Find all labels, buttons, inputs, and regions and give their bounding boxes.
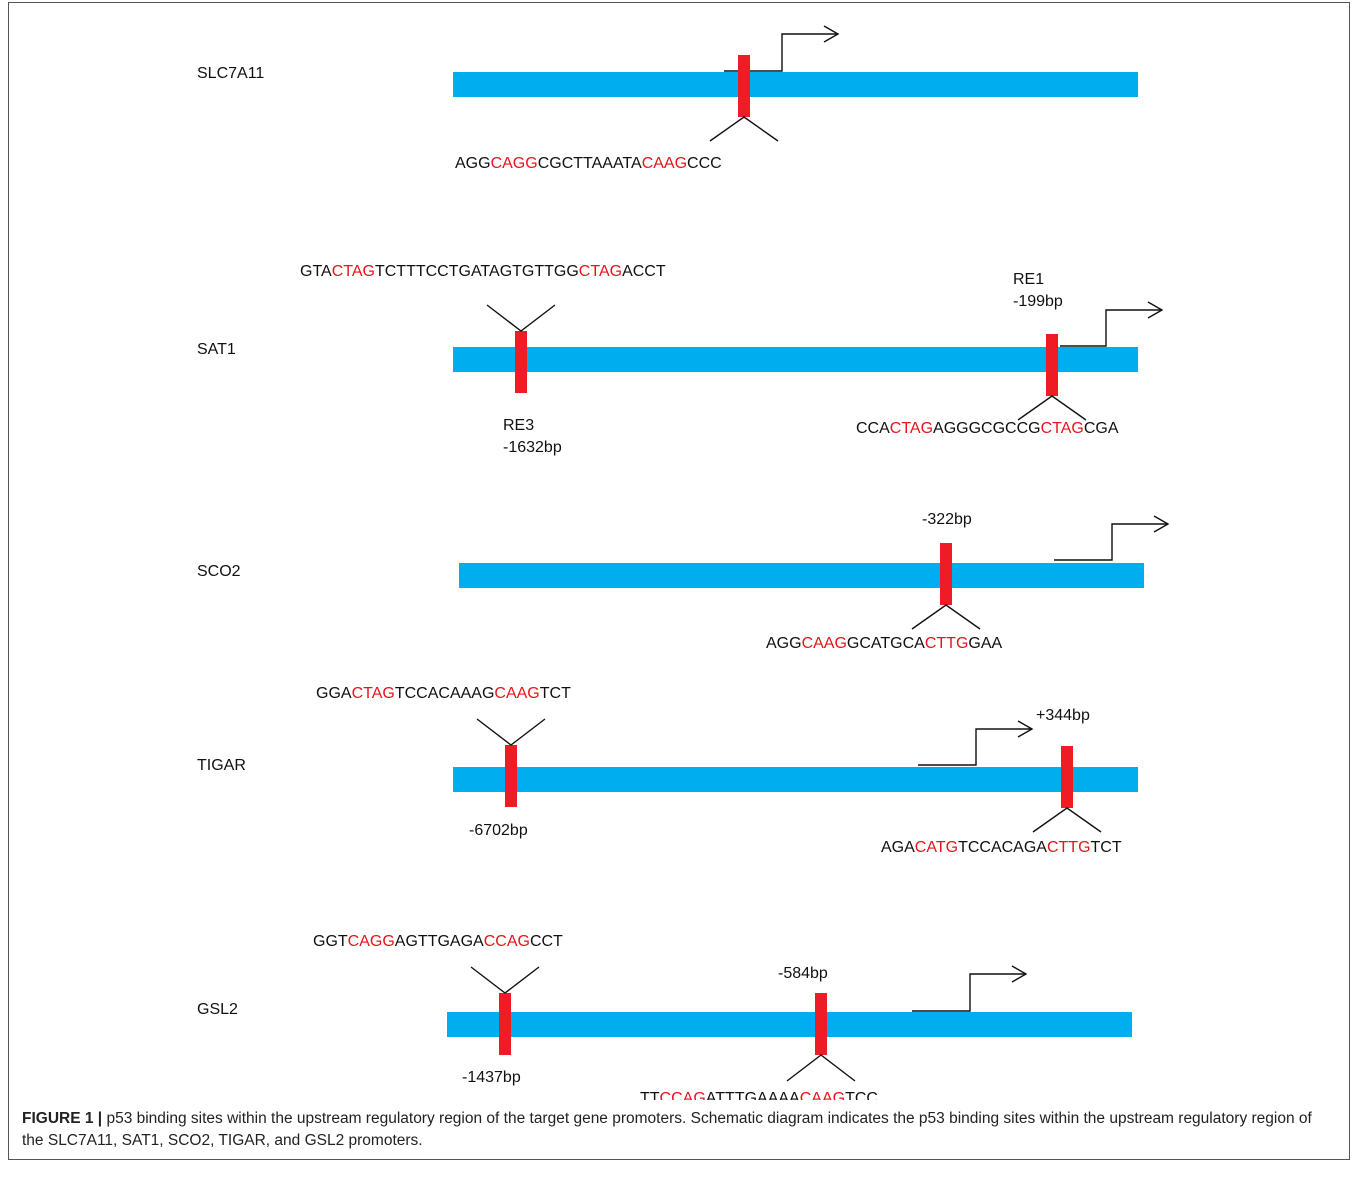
caption-label: FIGURE 1 | <box>22 1110 103 1127</box>
gene-name-label: SAT1 <box>197 341 236 358</box>
sequence-callout <box>470 966 540 994</box>
sequence-segment: CCC <box>687 155 722 172</box>
promoter-region-bar <box>447 1012 1132 1037</box>
binding-site-marker <box>505 745 517 807</box>
transcription-start-arrow-icon <box>724 33 838 72</box>
sequence-segment: ATTTGAAAA <box>706 1090 800 1100</box>
binding-site-position-label: -584bp <box>778 965 828 982</box>
motif-half-site: CTAG <box>332 263 375 280</box>
motif-half-site: CTAG <box>352 685 395 702</box>
arrow-right-icon <box>1153 515 1170 533</box>
sequence-segment: CGA <box>1084 420 1119 437</box>
arrow-right-icon <box>1017 720 1034 738</box>
motif-half-site: CAGG <box>491 155 538 172</box>
binding-site-marker <box>1061 746 1073 808</box>
sequence-segment: AGTTGAGA <box>395 933 484 950</box>
p53-response-element-sequence: GTACTAGTCTTTCCTGATAGTGTTGGCTAGACCT <box>300 263 666 280</box>
binding-site-position-label: -322bp <box>922 511 972 528</box>
motif-half-site: CTTG <box>925 635 969 652</box>
p53-response-element-sequence: AGGCAGGCGCTTAAATACAAGCCC <box>455 155 722 172</box>
sequence-callout <box>486 304 556 332</box>
motif-half-site: CATG <box>915 839 958 856</box>
transcription-start-arrow-icon <box>1054 523 1168 561</box>
sequence-segment: GAA <box>968 635 1002 652</box>
sequence-segment: TCTTTCCTGATAGTGTTGG <box>375 263 579 280</box>
sequence-segment: TCCACAAAG <box>395 685 495 702</box>
binding-site-marker <box>940 543 952 605</box>
motif-half-site: CCAG <box>484 933 530 950</box>
motif-half-site: CTAG <box>1041 420 1084 437</box>
binding-site-position-label: +344bp <box>1036 707 1090 724</box>
transcription-start-arrow-icon <box>918 728 1032 766</box>
sequence-callout <box>1032 807 1102 833</box>
sequence-callout <box>1017 395 1087 421</box>
p53-response-element-sequence: GGACTAGTCCACAAAGCAAGTCT <box>316 685 571 702</box>
binding-site-position-label: RE1 <box>1013 271 1044 288</box>
sequence-segment: ACCT <box>622 263 666 280</box>
sequence-segment: AGA <box>881 839 915 856</box>
binding-site-position-label: -199bp <box>1013 293 1063 310</box>
binding-site-marker <box>815 993 827 1055</box>
p53-response-element-sequence: GGTCAGGAGTTGAGACCAGCCT <box>313 933 563 950</box>
motif-half-site: CCAG <box>660 1090 706 1100</box>
arrow-right-icon <box>1011 965 1028 983</box>
transcription-start-arrow-icon <box>912 973 1026 1012</box>
sequence-segment: GGT <box>313 933 348 950</box>
binding-site-position-label: -1437bp <box>462 1069 521 1086</box>
motif-half-site: CAAG <box>800 1090 845 1100</box>
sequence-segment: CCT <box>530 933 563 950</box>
binding-site-position-label: -1632bp <box>503 439 562 456</box>
motif-half-site: CAGG <box>348 933 395 950</box>
figure-caption: FIGURE 1 | p53 binding sites within the … <box>22 1108 1332 1152</box>
motif-half-site: CTTG <box>1047 839 1091 856</box>
promoter-region-bar <box>453 767 1138 792</box>
p53-response-element-sequence: CCACTAGAGGGCGCCGCTAGCGA <box>856 420 1119 437</box>
p53-response-element-sequence: AGGCAAGGCATGCACTTGGAA <box>766 635 1003 652</box>
arrow-right-icon <box>823 25 840 43</box>
p53-response-element-sequence: TTCCAGATTTGAAAACAAGTCC <box>640 1090 878 1100</box>
sequence-callout <box>476 718 546 746</box>
promoter-region-bar <box>453 72 1138 97</box>
caption-text: p53 binding sites within the upstream re… <box>22 1110 1312 1149</box>
gene-name-label: SLC7A11 <box>197 65 264 82</box>
binding-site-position-label: RE3 <box>503 417 534 434</box>
sequence-segment: CGCTTAAATA <box>538 155 642 172</box>
sequence-segment: GTA <box>300 263 332 280</box>
transcription-start-arrow-icon <box>1060 309 1162 347</box>
binding-site-marker <box>738 55 750 117</box>
sequence-callout <box>709 116 779 142</box>
sequence-segment: TCT <box>540 685 571 702</box>
sequence-segment: AGGGCGCCG <box>933 420 1041 437</box>
sequence-callout <box>911 604 981 630</box>
promoter-region-bar <box>453 347 1138 372</box>
binding-site-marker <box>1046 334 1058 396</box>
sequence-segment: TCT <box>1091 839 1122 856</box>
sequence-callout <box>786 1054 856 1082</box>
sequence-segment: CCA <box>856 420 890 437</box>
motif-half-site: CTAG <box>579 263 622 280</box>
figure-frame <box>8 2 1350 1160</box>
binding-site-marker <box>499 993 511 1055</box>
promoter-region-bar <box>459 563 1144 588</box>
sequence-segment: AGG <box>766 635 802 652</box>
sequence-segment: GGA <box>316 685 352 702</box>
gene-name-label: SCO2 <box>197 563 241 580</box>
sequence-segment: TCCACAGA <box>958 839 1047 856</box>
motif-half-site: CTAG <box>890 420 933 437</box>
motif-half-site: CAAG <box>494 685 539 702</box>
gene-name-label: TIGAR <box>197 757 246 774</box>
arrow-right-icon <box>1147 301 1164 319</box>
motif-half-site: CAAG <box>802 635 847 652</box>
sequence-segment: AGG <box>455 155 491 172</box>
gene-name-label: GSL2 <box>197 1001 238 1018</box>
sequence-segment: GCATGCA <box>847 635 925 652</box>
p53-response-element-sequence: AGACATGTCCACAGACTTGTCT <box>881 839 1122 856</box>
motif-half-site: CAAG <box>642 155 687 172</box>
sequence-segment: TCC <box>845 1090 878 1100</box>
binding-site-position-label: -6702bp <box>469 822 528 839</box>
p53-binding-site-diagram: SLC7A11AGGCAGGCGCTTAAATACAAGCCCSAT1GTACT… <box>197 25 1170 1100</box>
sequence-segment: TT <box>640 1090 660 1100</box>
binding-site-marker <box>515 331 527 393</box>
